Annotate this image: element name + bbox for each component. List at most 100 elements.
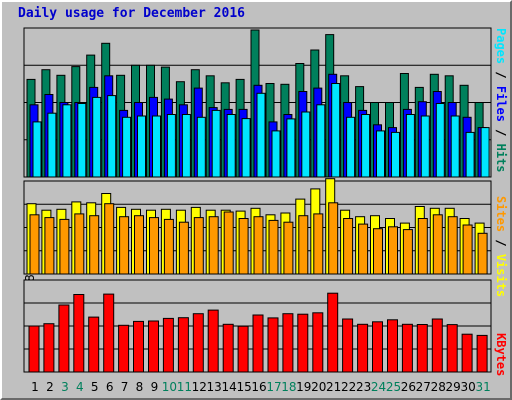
sites-bar-day-17 xyxy=(268,219,279,275)
sites-bar-day-29 xyxy=(447,216,458,275)
day-label-18: 18 xyxy=(281,380,296,394)
sites-bar-day-14 xyxy=(223,211,234,275)
day-label-16: 16 xyxy=(251,380,266,394)
kbytes-bar-day-6 xyxy=(103,293,115,373)
sites-bar-day-10 xyxy=(163,218,174,275)
sites-bar-day-26 xyxy=(402,229,413,275)
sites-bar-day-7 xyxy=(119,216,130,275)
kbytes-bar-day-7 xyxy=(118,324,130,373)
pages-bar-day-16 xyxy=(256,92,266,178)
kbytes-bar-day-3 xyxy=(58,304,70,373)
day-label-30: 30 xyxy=(460,380,475,394)
sites-bar-day-25 xyxy=(388,226,398,275)
pages-bar-day-31 xyxy=(480,127,490,178)
kbytes-bar-day-2 xyxy=(43,323,55,373)
day-label-14: 14 xyxy=(222,380,237,394)
kbytes-bar-day-29 xyxy=(446,324,458,373)
day-label-12: 12 xyxy=(192,380,207,394)
kbytes-bar-day-12 xyxy=(192,313,204,373)
day-label-4: 4 xyxy=(76,380,84,394)
pages-bar-day-18 xyxy=(286,118,296,178)
pages-bar-day-29 xyxy=(450,115,460,178)
day-label-17: 17 xyxy=(266,380,281,394)
day-label-26: 26 xyxy=(401,380,416,394)
day-label-31: 31 xyxy=(475,380,490,394)
pages-bar-day-26 xyxy=(405,114,415,178)
day-label-8: 8 xyxy=(136,380,144,394)
pages-bar-day-25 xyxy=(391,131,400,178)
day-label-10: 10 xyxy=(162,380,177,394)
sites-bar-day-13 xyxy=(208,216,219,275)
day-label-23: 23 xyxy=(356,380,371,394)
pages-bar-day-23 xyxy=(361,114,371,178)
pages-bar-day-9 xyxy=(152,115,161,178)
kbytes-bar-day-23 xyxy=(357,323,369,373)
day-label-25: 25 xyxy=(386,380,401,394)
day-label-6: 6 xyxy=(106,380,114,394)
day-label-20: 20 xyxy=(311,380,326,394)
kbytes-bar-day-11 xyxy=(177,317,189,373)
kbytes-bar-day-13 xyxy=(207,309,219,373)
sites-bar-day-1 xyxy=(29,214,40,275)
sites-bar-day-18 xyxy=(283,221,294,275)
sites-bar-day-23 xyxy=(358,223,369,275)
chart-title: Daily usage for December 2016 xyxy=(18,6,245,21)
pages-bar-day-3 xyxy=(62,104,72,178)
sites-bar-day-5 xyxy=(89,215,100,275)
day-label-27: 27 xyxy=(416,380,431,394)
pages-bar-day-17 xyxy=(271,130,281,178)
sites-bar-day-28 xyxy=(432,214,443,275)
kbytes-bar-day-16 xyxy=(252,314,264,373)
sites-bar-day-31 xyxy=(477,232,488,275)
kbytes-bar-day-17 xyxy=(267,317,279,373)
day-label-29: 29 xyxy=(446,380,461,394)
sites-bar-day-2 xyxy=(44,217,55,275)
kbytes-bar-day-9 xyxy=(148,320,159,373)
day-label-11: 11 xyxy=(177,380,192,394)
pages-bar-day-13 xyxy=(211,109,221,178)
sites-bar-day-12 xyxy=(193,217,204,275)
pages-bar-day-21 xyxy=(331,83,341,178)
pages-bar-day-6 xyxy=(107,95,117,178)
kbytes-bar-day-14 xyxy=(222,323,234,373)
day-label-7: 7 xyxy=(121,380,129,394)
pages-bar-day-19 xyxy=(301,111,311,178)
day-label-22: 22 xyxy=(341,380,356,394)
pages-bar-day-10 xyxy=(166,114,176,178)
pages-bar-day-4 xyxy=(77,103,87,178)
day-label-13: 13 xyxy=(207,380,222,394)
pages-bar-day-11 xyxy=(181,114,191,178)
pages-bar-day-1 xyxy=(32,121,42,178)
kbytes-bar-day-24 xyxy=(372,321,383,373)
kbytes-bar-day-31 xyxy=(476,334,488,373)
day-label-3: 3 xyxy=(61,380,69,394)
pages-bar-day-20 xyxy=(316,104,326,178)
pages-bar-day-27 xyxy=(420,115,430,178)
pages-bar-day-5 xyxy=(92,96,102,178)
kbytes-bar-day-27 xyxy=(416,324,428,373)
day-label-19: 19 xyxy=(296,380,311,394)
sites-bar-day-21 xyxy=(328,202,339,275)
kbytes-bar-day-26 xyxy=(401,323,413,373)
sites-bar-day-24 xyxy=(373,228,383,275)
kbytes-bar-day-28 xyxy=(431,318,443,373)
pages-bar-day-2 xyxy=(47,112,57,178)
sites-bar-day-19 xyxy=(298,215,309,275)
day-label-15: 15 xyxy=(236,380,251,394)
sites-bar-day-22 xyxy=(343,218,354,275)
kbytes-bar-day-18 xyxy=(282,313,294,373)
pages-bar-day-14 xyxy=(226,114,236,178)
sites-bar-day-11 xyxy=(178,221,189,275)
pages-bar-day-28 xyxy=(435,103,445,178)
pages-bar-day-8 xyxy=(137,115,146,178)
sites-bar-day-16 xyxy=(253,216,264,275)
kbytes-bar-day-5 xyxy=(88,316,100,373)
sites-bar-day-15 xyxy=(238,218,249,275)
kbytes-bar-day-19 xyxy=(297,313,309,373)
kbytes-bar-day-1 xyxy=(28,325,40,373)
sites-bar-day-20 xyxy=(313,213,324,275)
sites-bar-day-3 xyxy=(59,218,70,275)
kbytes-bar-day-21 xyxy=(327,292,339,373)
sites-bar-day-6 xyxy=(104,203,115,275)
kbytes-bar-day-10 xyxy=(162,317,174,373)
